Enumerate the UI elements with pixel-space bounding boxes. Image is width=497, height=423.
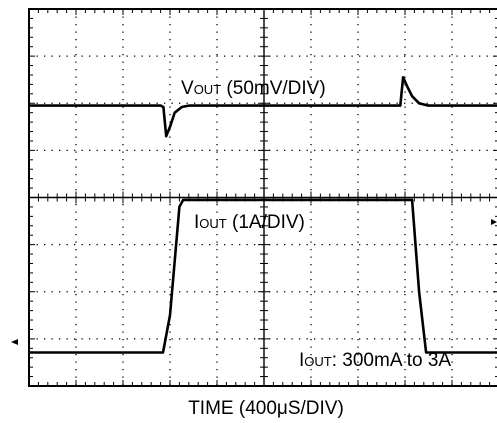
vout-label: VOUT (50mV/DIV) — [181, 78, 326, 99]
iout-trace — [29, 198, 497, 354]
ch2-ground-marker — [11, 339, 18, 345]
vout-trace — [29, 76, 497, 138]
x-axis-label: TIME (400μS/DIV) — [188, 398, 344, 419]
load-step-label: IOUT: 300mA to 3A — [299, 350, 451, 371]
plot-frame — [28, 8, 497, 387]
traces — [29, 76, 497, 354]
iout-label: IOUT (1A/DIV) — [194, 212, 305, 233]
graticule — [28, 8, 497, 387]
trigger-level-marker — [491, 219, 497, 225]
